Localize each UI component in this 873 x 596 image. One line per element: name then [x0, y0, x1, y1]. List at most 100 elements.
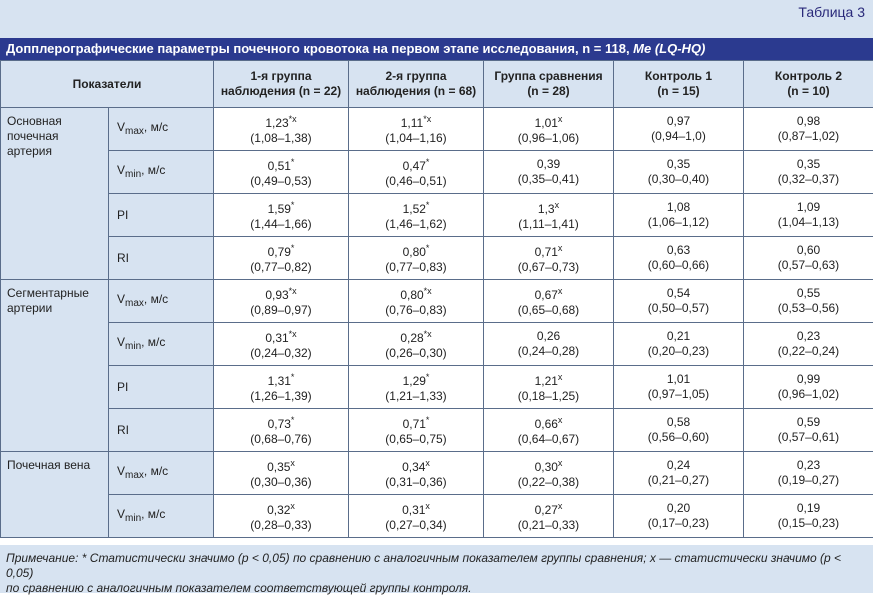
quartile-range: (1,46–1,62) — [385, 217, 446, 231]
velocity-symbol: V — [117, 163, 125, 177]
significance-mark: * — [426, 372, 430, 382]
parameter-cell: Vmax, м/с — [109, 452, 214, 495]
value-cell: 0,67x(0,65–0,68) — [484, 280, 614, 323]
pi-label: PI — [117, 380, 128, 394]
velocity-unit: , м/с — [144, 292, 168, 306]
significance-mark: *x — [289, 286, 297, 296]
median-value: 0,58 — [667, 415, 690, 429]
parameter-cell: Vmin, м/с — [109, 151, 214, 194]
significance-mark: * — [291, 200, 295, 210]
median-value: 0,54 — [667, 286, 690, 300]
value-cell: 0,73*(0,68–0,76) — [214, 409, 349, 452]
median-value: 0,97 — [667, 114, 690, 128]
value-cell: 0,34x(0,31–0,36) — [349, 452, 484, 495]
velocity-subscript: max — [125, 470, 144, 481]
quartile-range: (0,87–1,02) — [778, 129, 839, 143]
median-value: 0,24 — [667, 458, 690, 472]
quartile-range: (0,24–0,32) — [250, 346, 311, 360]
median-value: 0,31 — [402, 503, 425, 517]
median-value: 1,31 — [268, 374, 291, 388]
quartile-range: (0,50–0,57) — [648, 301, 709, 315]
quartile-range: (0,68–0,76) — [250, 432, 311, 446]
median-value: 0,34 — [402, 460, 425, 474]
median-value: 0,51 — [268, 159, 291, 173]
median-value: 0,66 — [535, 417, 558, 431]
quartile-range: (0,15–0,23) — [778, 516, 839, 530]
significance-mark: *x — [424, 329, 432, 339]
value-cell: 0,35(0,32–0,37) — [744, 151, 873, 194]
median-value: 1,08 — [667, 200, 690, 214]
quartile-range: (0,26–0,30) — [385, 346, 446, 360]
value-cell: 0,59(0,57–0,61) — [744, 409, 873, 452]
quartile-range: (0,67–0,73) — [518, 260, 579, 274]
parameter-cell: RI — [109, 237, 214, 280]
median-value: 0,99 — [797, 372, 820, 386]
value-cell: 1,29*(1,21–1,33) — [349, 366, 484, 409]
value-cell: 0,47*(0,46–0,51) — [349, 151, 484, 194]
median-value: 0,19 — [797, 501, 820, 515]
quartile-range: (0,28–0,33) — [250, 518, 311, 532]
group-renal-vein: Почечная вена — [1, 452, 109, 538]
value-cell: 1,01x(0,96–1,06) — [484, 108, 614, 151]
median-value: 1,23 — [265, 116, 288, 130]
parameter-cell: PI — [109, 194, 214, 237]
quartile-range: (0,60–0,66) — [648, 258, 709, 272]
significance-mark: * — [426, 200, 430, 210]
significance-mark: x — [558, 243, 563, 253]
quartile-range: (0,89–0,97) — [250, 303, 311, 317]
median-value: 1,29 — [403, 374, 426, 388]
significance-mark: *x — [423, 114, 431, 124]
quartile-range: (0,35–0,41) — [518, 172, 579, 186]
quartile-range: (0,21–0,27) — [648, 473, 709, 487]
velocity-unit: , м/с — [144, 464, 168, 478]
median-value: 0,63 — [667, 243, 690, 257]
value-cell: 0,80*x(0,76–0,83) — [349, 280, 484, 323]
quartile-range: (0,49–0,53) — [250, 174, 311, 188]
group-label-line: артерии — [7, 301, 52, 315]
quartile-range: (0,19–0,27) — [778, 473, 839, 487]
quartile-range: (0,77–0,83) — [385, 260, 446, 274]
parameter-cell: Vmax, м/с — [109, 108, 214, 151]
header-indicators: Показатели — [1, 61, 214, 108]
quartile-range: (0,27–0,34) — [385, 518, 446, 532]
velocity-symbol: V — [117, 464, 125, 478]
significance-mark: * — [291, 372, 295, 382]
value-cell: 0,30x(0,22–0,38) — [484, 452, 614, 495]
value-cell: 0,60(0,57–0,63) — [744, 237, 873, 280]
significance-mark: * — [426, 415, 430, 425]
quartile-range: (1,11–1,41) — [518, 217, 579, 231]
value-cell: 0,97(0,94–1,0) — [614, 108, 744, 151]
value-cell: 0,39(0,35–0,41) — [484, 151, 614, 194]
value-cell: 0,63(0,60–0,66) — [614, 237, 744, 280]
velocity-symbol: V — [117, 335, 125, 349]
significance-mark: * — [426, 157, 430, 167]
top-band: Таблица 3 — [0, 0, 873, 38]
median-value: 0,55 — [797, 286, 820, 300]
parameter-cell: RI — [109, 409, 214, 452]
quartile-range: (1,04–1,16) — [385, 131, 446, 145]
velocity-unit: , м/с — [141, 163, 165, 177]
value-cell: 0,79*(0,77–0,82) — [214, 237, 349, 280]
quartile-range: (0,57–0,61) — [778, 430, 839, 444]
median-value: 0,32 — [267, 503, 290, 517]
median-value: 0,23 — [797, 329, 820, 343]
value-cell: 1,21x(0,18–1,25) — [484, 366, 614, 409]
value-cell: 0,54(0,50–0,57) — [614, 280, 744, 323]
quartile-range: (1,06–1,12) — [648, 215, 709, 229]
value-cell: 0,23(0,22–0,24) — [744, 323, 873, 366]
table-row: Vmin, м/с 0,51 * (0,49–0,53) 0,47*(0,46–0,51… — [1, 151, 873, 194]
value-cell: 1,3x(1,11–1,41) — [484, 194, 614, 237]
quartile-range: (1,44–1,66) — [250, 217, 311, 231]
ri-label: RI — [117, 251, 129, 265]
significance-mark: *x — [289, 114, 297, 124]
value-cell: 0,35(0,30–0,40) — [614, 151, 744, 194]
median-value: 0,79 — [268, 245, 291, 259]
median-value: 0,23 — [797, 458, 820, 472]
median-value: 0,93 — [265, 288, 288, 302]
significance-mark: *x — [289, 329, 297, 339]
